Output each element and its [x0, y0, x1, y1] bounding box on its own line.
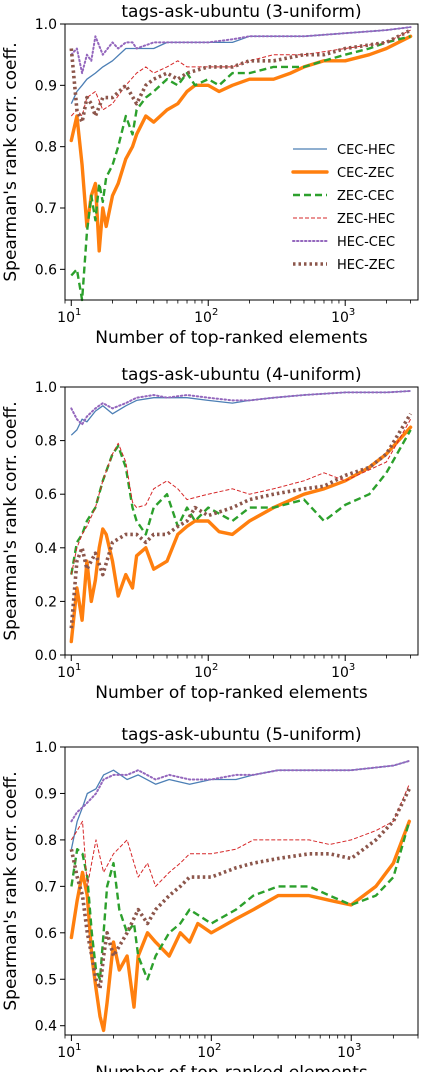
y-axis-label: Spearman's rank corr. coeff. [1, 42, 21, 281]
legend-label: HEC-CEC [337, 235, 395, 250]
chart-panel-3: 0.4 0.5 0.6 0.7 0.8 0.9 1.0 101 102 103 tags-ask-u… [1, 725, 419, 1072]
series-line-hec-cec [70, 759, 411, 823]
series-line-zec-cec [70, 35, 411, 302]
chart-title: tags-ask-ubuntu (4-uniform) [121, 365, 361, 385]
legend-label: CEC-HEC [337, 143, 395, 158]
chart-panel-2: 0.0 0.2 0.4 0.6 0.8 1.0 101 102 103 tags-ask-ubun… [1, 365, 419, 703]
y-tick-label: 0.6 [35, 926, 57, 942]
legend-label: ZEC-HEC [337, 212, 395, 227]
y-tick-label: 0.6 [35, 262, 57, 278]
x-axis-label: Number of top-ranked elements [95, 328, 368, 348]
x-tick-label: 101 [57, 662, 81, 681]
series-line-zec-hec [70, 29, 411, 117]
y-tick-label: 0.7 [35, 879, 57, 895]
series-line-zec-cec [70, 820, 411, 981]
y-tick-label: 0.4 [35, 1019, 57, 1035]
y-tick-label: 0.4 [35, 541, 57, 557]
legend: CEC-HEC CEC-ZEC ZEC-CEC ZEC-HEC HEC-CEC HEC-Z… [291, 143, 395, 273]
y-tick-label: 1.0 [35, 17, 57, 33]
plot-frame [64, 23, 419, 301]
x-axis-label: Number of top-ranked elements [95, 683, 368, 703]
series-line-hec-zec [69, 788, 411, 991]
legend-label: CEC-ZEC [337, 166, 394, 181]
series-line-hec-cec [70, 26, 412, 75]
x-tick-label: 102 [194, 307, 218, 326]
chart-title: tags-ask-ubuntu (3-uniform) [121, 2, 361, 22]
y-tick-label: 1.0 [35, 380, 57, 396]
legend-label: ZEC-CEC [337, 189, 394, 204]
series-line-hec-cec [70, 390, 412, 426]
series-line-zec-hec [70, 418, 412, 575]
series-line-zec-hec [70, 784, 410, 887]
plot-frame [64, 386, 419, 656]
x-tick-label: 102 [194, 662, 218, 681]
x-tick-label: 103 [337, 1042, 361, 1061]
x-axis-label: Number of top-ranked elements [95, 1063, 368, 1072]
x-tick-label: 101 [57, 307, 81, 326]
series-line-cec-zec [69, 34, 413, 253]
y-tick-label: 0.9 [35, 786, 57, 802]
y-tick-label: 0.0 [35, 648, 57, 664]
y-tick-label: 0.5 [35, 972, 57, 988]
y-tick-label: 0.8 [35, 833, 57, 849]
plot-frame [64, 746, 419, 1036]
chart-title: tags-ask-ubuntu (5-uniform) [121, 725, 361, 745]
y-tick-label: 0.2 [35, 594, 57, 610]
y-tick-label: 1.0 [35, 740, 57, 756]
x-tick-label: 103 [331, 307, 355, 326]
y-tick-label: 0.8 [35, 434, 57, 450]
series-line-cec-zec [69, 425, 413, 644]
series-line-cec-zec [69, 819, 411, 1033]
x-tick-label: 103 [331, 662, 355, 681]
legend-label: HEC-ZEC [337, 258, 395, 273]
y-tick-label: 0.9 [35, 78, 57, 94]
y-axis-label: Spearman's rank corr. coeff. [1, 771, 21, 1010]
chart-panel-1: 0.6 0.7 0.8 0.9 1.0 101 102 103 tags-ask-ubuntu … [1, 2, 419, 348]
y-tick-label: 0.6 [35, 487, 57, 503]
y-axis-label: Spearman's rank corr. coeff. [1, 401, 21, 640]
y-tick-label: 0.8 [35, 140, 57, 156]
series-line-hec-zec [69, 28, 412, 124]
x-tick-label: 102 [197, 1042, 221, 1061]
series-line-hec-zec [69, 412, 413, 629]
y-tick-label: 0.7 [35, 201, 57, 217]
series-line-cec-hec [70, 390, 411, 436]
x-tick-label: 101 [57, 1042, 81, 1061]
